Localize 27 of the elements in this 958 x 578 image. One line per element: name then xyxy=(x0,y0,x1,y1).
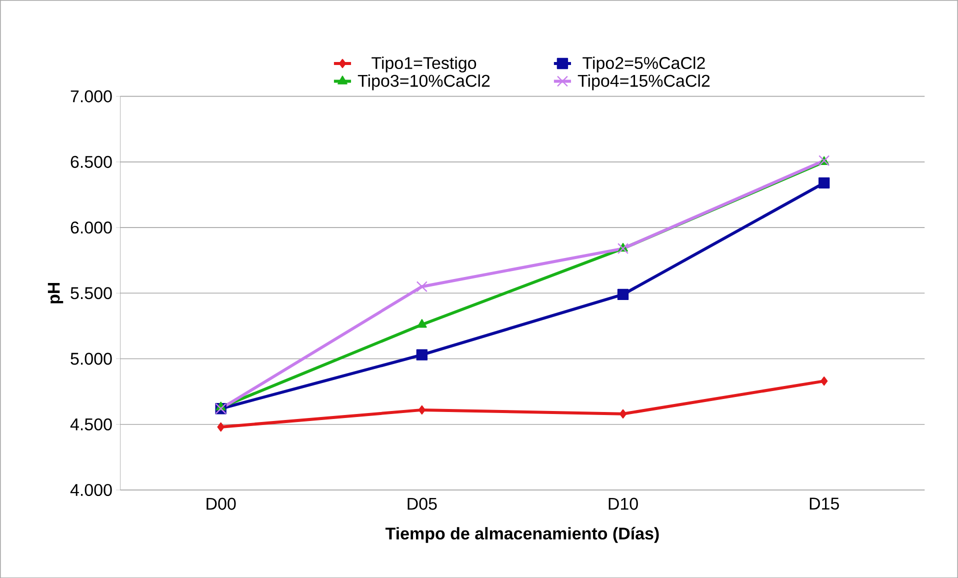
point xyxy=(417,318,427,328)
y-tick-label: 6.000 xyxy=(70,221,112,234)
point xyxy=(619,409,627,418)
x-tick-label: D05 xyxy=(408,498,437,510)
legend-label: Tipo3=10%CaCl2 xyxy=(358,74,490,90)
point xyxy=(217,422,224,432)
y-tick-label: 4.500 xyxy=(70,418,112,430)
point xyxy=(416,349,428,360)
y-tick-label: 5.000 xyxy=(70,352,112,365)
x-tick-label: D00 xyxy=(206,498,236,510)
y-tick-label: 5.500 xyxy=(70,286,112,300)
y-tick-label: 6.500 xyxy=(70,156,112,168)
point xyxy=(818,177,830,188)
y-axis-title: pH xyxy=(48,282,64,304)
x-tick-label: D15 xyxy=(810,498,839,510)
point xyxy=(418,405,426,414)
legend-label: Tipo1=Testigo xyxy=(372,56,476,72)
y-tick-label: 4.000 xyxy=(70,484,112,496)
point xyxy=(820,376,828,386)
point xyxy=(617,242,629,254)
point xyxy=(617,288,629,300)
x-tick-label: D10 xyxy=(608,498,638,510)
y-tick-label: 7.000 xyxy=(70,90,112,102)
legend-label: Tipo4=15%CaCl2 xyxy=(578,74,710,90)
x-axis-title: Tiempo de almacenamiento (Días) xyxy=(385,526,659,543)
legend-label: Tipo2=5%CaCl2 xyxy=(582,56,705,72)
point xyxy=(416,280,428,292)
